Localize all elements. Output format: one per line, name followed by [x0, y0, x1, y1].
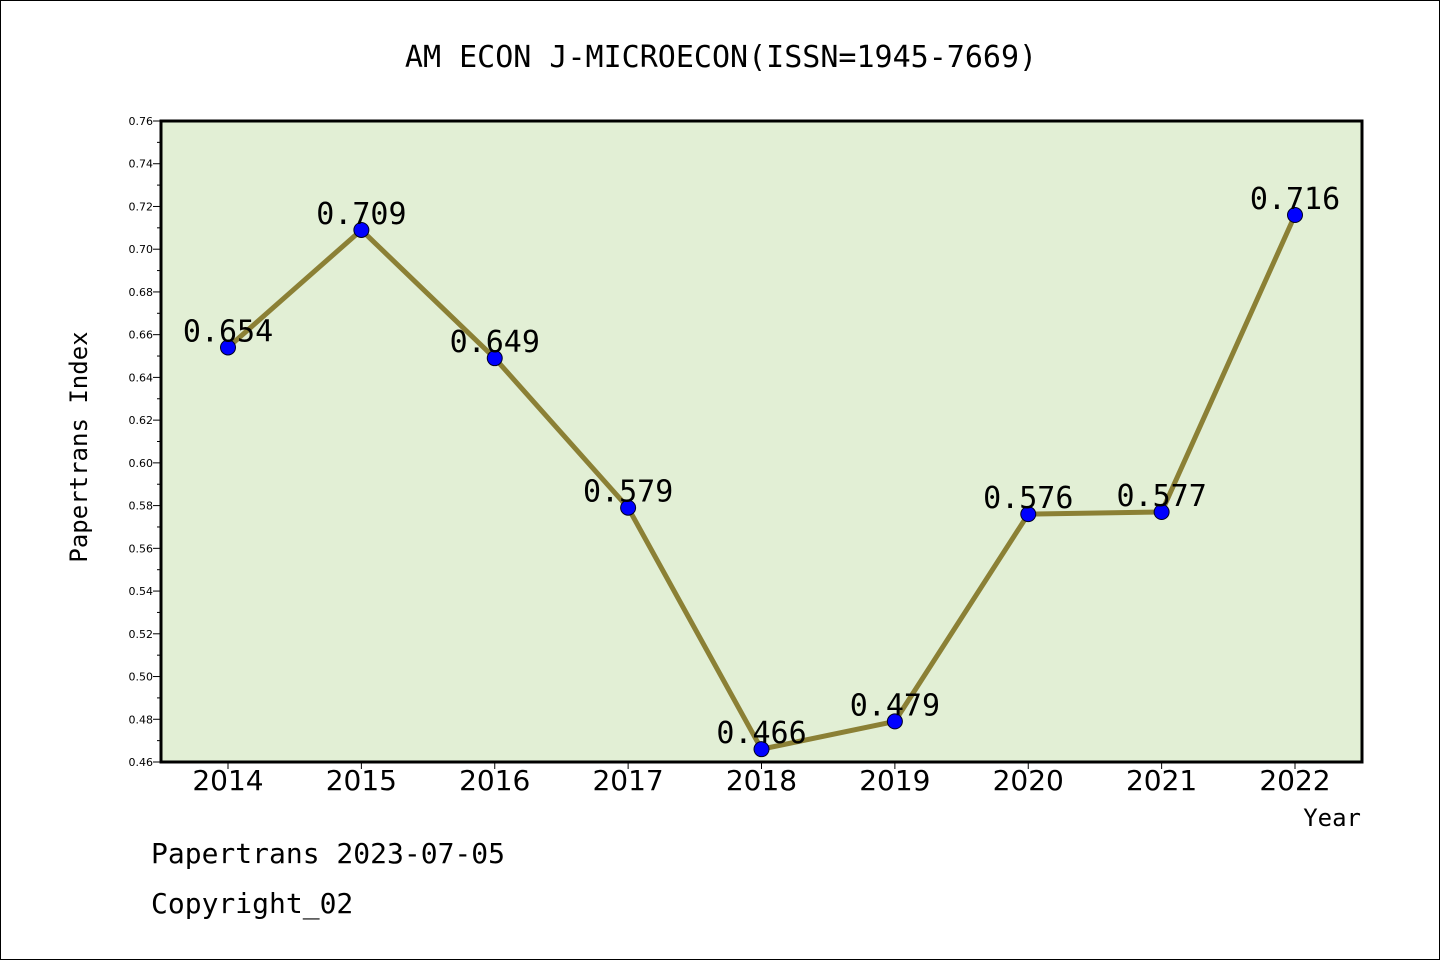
y-tick-label: 0.48 [129, 713, 154, 726]
series-line-group: 0.654 0.709 0.649 0.579 0.466 0.479 0.576 0.577… [183, 182, 1340, 758]
data-label: 0.576 [983, 481, 1073, 516]
data-label: 0.709 [316, 197, 406, 232]
x-tick-label: 2018 [726, 764, 797, 797]
y-tick-label: 0.52 [129, 628, 154, 641]
x-tick-label: 2022 [1259, 764, 1330, 797]
y-tick-label: 0.62 [129, 414, 154, 427]
y-tick-label: 0.74 [129, 158, 154, 171]
y-tick-label: 0.46 [129, 756, 154, 769]
y-tick-label: 0.60 [129, 457, 154, 470]
plot-border [159, 119, 1364, 764]
data-label: 0.579 [583, 475, 673, 510]
y-tick-label: 0.66 [129, 329, 154, 342]
data-point [753, 741, 770, 758]
data-point [1287, 207, 1303, 224]
footer-copyright: Copyright_02 [151, 887, 354, 920]
data-label: 0.654 [183, 314, 273, 349]
data-point [486, 350, 503, 367]
data-point [886, 713, 903, 730]
y-tick-label: 0.72 [129, 200, 154, 213]
x-tick-label: 2020 [993, 764, 1064, 797]
y-tick-label: 0.50 [129, 671, 154, 684]
data-point [1020, 506, 1037, 523]
data-point [1153, 504, 1170, 521]
y-tick-label: 0.70 [129, 243, 154, 256]
x-axis-label: Year [1303, 804, 1361, 832]
x-tick-label: 2014 [192, 764, 263, 797]
y-tick-label: 0.56 [129, 542, 154, 555]
data-label: 0.479 [850, 688, 940, 723]
y-tick-label: 0.54 [129, 585, 154, 598]
data-point [220, 339, 236, 356]
y-axis: 0.46 0.48 0.50 0.52 0.54 0.56 0.58 0.60 0.62 0.64… [129, 115, 161, 769]
data-label: 0.577 [1116, 479, 1206, 514]
data-point [620, 499, 637, 516]
y-tick-label: 0.58 [129, 500, 154, 513]
y-tick-label: 0.68 [129, 286, 154, 299]
data-label: 0.716 [1250, 182, 1340, 217]
chart-title: AM ECON J-MICROECON(ISSN=1945-7669) [405, 40, 1037, 75]
x-tick-label: 2017 [592, 764, 663, 797]
x-tick-label: 2016 [459, 764, 530, 797]
y-axis-label: Papertrans Index [65, 331, 93, 562]
data-label: 0.466 [716, 716, 806, 751]
y-tick-label: 0.76 [129, 115, 154, 128]
data-point [353, 221, 370, 238]
y-tick-label: 0.64 [129, 371, 154, 384]
footer-date: Papertrans 2023-07-05 [151, 837, 506, 870]
data-label: 0.649 [450, 325, 540, 360]
x-tick-label: 2019 [859, 764, 930, 797]
x-tick-label: 2021 [1126, 764, 1197, 797]
x-tick-label: 2015 [326, 764, 397, 797]
x-axis: 2014 2015 2016 2017 2018 2019 2020 2021 2022 [192, 762, 1331, 797]
